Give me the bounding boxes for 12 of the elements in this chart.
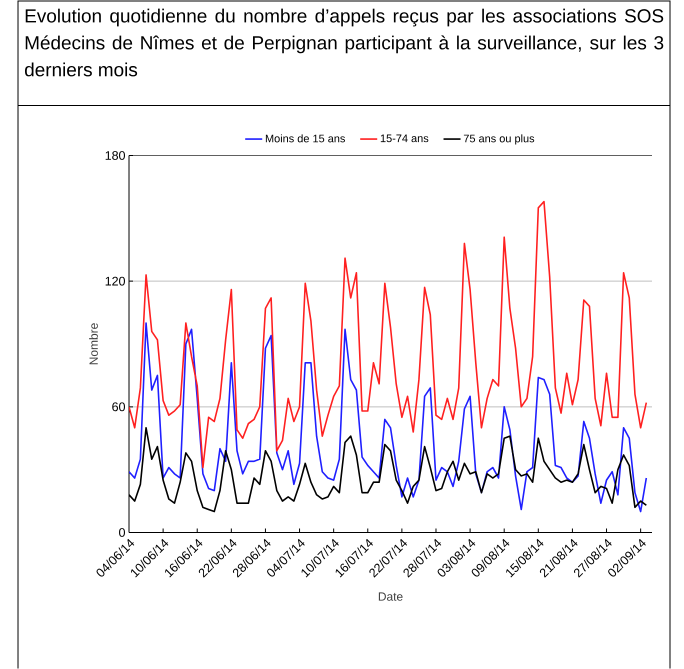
y-tick-label: 120 — [106, 276, 125, 286]
y-tick-label: 0 — [119, 528, 125, 537]
chart-title: Evolution quotidienne du nombre d’appels reçus par les associations SOS Médecins de Nîmes et de Perpignan participant à la surveillance, sur les 3 derniers mois — [25, 8, 664, 76]
y-tick-label: 60 — [112, 402, 125, 412]
legend-label: Moins de 15 ans — [266, 134, 345, 142]
y-axis-title: Nombre — [89, 323, 98, 364]
line-series — [129, 322, 648, 512]
line-series — [129, 200, 648, 468]
legend-label: 15-74 ans — [380, 134, 428, 142]
y-tick-label: 180 — [106, 151, 125, 160]
x-axis-title: Date — [378, 592, 403, 601]
legend-label: 75 ans ou plus — [464, 134, 534, 145]
